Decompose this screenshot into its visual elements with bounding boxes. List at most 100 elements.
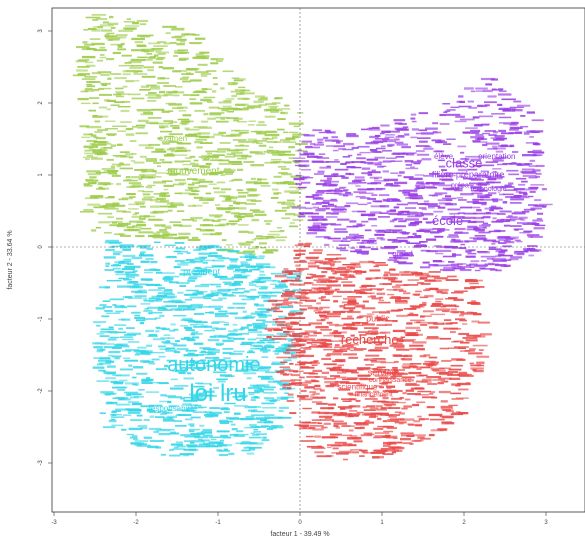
small-word-mark: [123, 21, 135, 23]
small-word-mark: [159, 400, 170, 403]
word-label: public: [366, 313, 390, 323]
small-word-mark: [402, 152, 417, 154]
small-word-mark: [366, 240, 374, 243]
small-word-mark: [345, 370, 358, 373]
small-word-mark: [346, 325, 353, 328]
small-word-mark: [397, 174, 402, 177]
small-word-mark: [219, 195, 231, 197]
small-word-mark: [382, 397, 389, 400]
small-word-mark: [376, 336, 387, 338]
small-word-mark: [100, 328, 114, 331]
small-word-mark: [482, 143, 488, 147]
small-word-mark: [275, 321, 286, 324]
small-word-mark: [228, 333, 242, 336]
small-word-mark: [231, 276, 247, 279]
small-word-mark: [216, 285, 221, 288]
small-word-mark: [140, 352, 150, 355]
x-tick-label: 3: [544, 520, 548, 526]
small-word-mark: [374, 163, 382, 166]
small-word-mark: [362, 323, 375, 326]
small-word-mark: [446, 138, 456, 140]
small-word-mark: [346, 225, 359, 228]
small-word-mark: [229, 312, 238, 315]
small-word-mark: [388, 252, 395, 255]
small-word-mark: [320, 407, 335, 410]
small-word-mark: [374, 229, 385, 232]
small-word-mark: [311, 401, 323, 403]
small-word-mark: [293, 125, 300, 128]
small-word-mark: [333, 192, 342, 195]
small-word-mark: [379, 296, 384, 299]
small-word-mark: [212, 220, 221, 222]
small-word-mark: [415, 150, 425, 153]
small-word-mark: [284, 279, 294, 281]
small-word-mark: [200, 431, 213, 434]
small-word-mark: [166, 172, 180, 175]
small-word-mark: [471, 206, 481, 209]
small-word-mark: [297, 291, 307, 293]
small-word-mark: [420, 366, 431, 369]
small-word-mark: [476, 175, 487, 178]
small-word-mark: [281, 207, 290, 209]
small-word-mark: [319, 291, 329, 294]
small-word-mark: [376, 316, 382, 319]
small-word-mark: [162, 142, 170, 145]
small-word-mark: [124, 334, 137, 337]
small-word-mark: [127, 305, 137, 308]
small-word-mark: [345, 338, 361, 341]
small-word-mark: [273, 310, 283, 313]
small-word-mark: [92, 149, 102, 152]
small-word-mark: [244, 369, 255, 372]
small-word-mark: [234, 78, 246, 81]
small-word-mark: [276, 332, 290, 335]
small-word-mark: [309, 396, 319, 398]
small-word-mark: [89, 142, 95, 146]
small-word-mark: [107, 338, 117, 341]
small-word-mark: [126, 327, 135, 329]
small-word-mark: [170, 203, 184, 207]
word-label: loi lru: [189, 380, 246, 407]
small-word-mark: [328, 403, 336, 406]
small-word-mark: [146, 53, 153, 55]
small-word-mark: [301, 332, 309, 335]
small-word-mark: [354, 289, 361, 292]
small-word-mark: [334, 168, 349, 171]
small-word-mark: [160, 413, 167, 415]
small-word-mark: [177, 263, 189, 266]
small-word-mark: [363, 412, 374, 415]
small-word-mark: [316, 190, 332, 192]
small-word-mark: [471, 131, 480, 134]
small-word-mark: [148, 297, 161, 300]
small-word-mark: [330, 384, 336, 386]
small-word-mark: [325, 385, 335, 388]
small-word-mark: [164, 289, 173, 292]
small-word-mark: [398, 262, 413, 265]
small-word-mark: [251, 218, 260, 222]
small-word-mark: [100, 147, 106, 150]
small-word-mark: [132, 383, 137, 386]
small-word-mark: [187, 186, 199, 189]
small-word-mark: [349, 393, 360, 396]
small-word-mark: [254, 278, 260, 281]
small-word-mark: [530, 130, 544, 133]
small-word-mark: [222, 207, 235, 210]
small-word-mark: [118, 198, 129, 201]
small-word-mark: [523, 132, 530, 135]
small-word-mark: [165, 340, 171, 343]
small-word-mark: [394, 122, 403, 125]
small-word-mark: [223, 196, 234, 198]
small-word-mark: [234, 129, 249, 132]
small-word-mark: [356, 251, 369, 254]
small-word-mark: [301, 140, 312, 143]
small-word-mark: [142, 191, 154, 193]
small-word-mark: [346, 382, 361, 384]
small-word-mark: [315, 191, 325, 194]
small-word-mark: [326, 312, 341, 315]
small-word-mark: [262, 334, 274, 336]
small-word-mark: [77, 59, 90, 61]
small-word-mark: [534, 224, 546, 227]
small-word-mark: [181, 219, 195, 221]
small-word-mark: [101, 315, 110, 318]
small-word-mark: [491, 113, 505, 115]
small-word-mark: [98, 359, 112, 362]
